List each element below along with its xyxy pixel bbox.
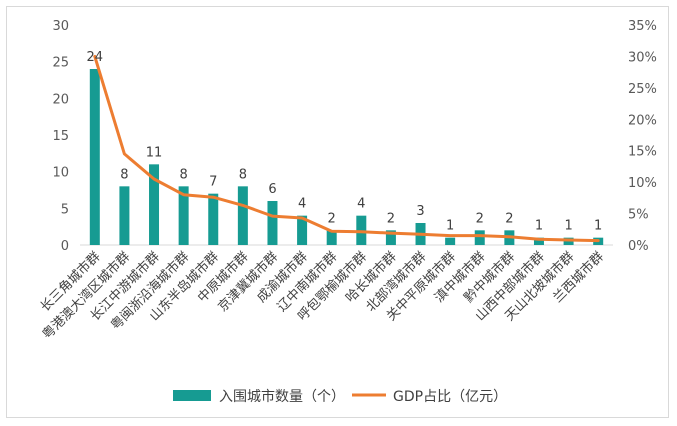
right-tick-label: 10% (628, 176, 657, 191)
left-tick-label: 10 (52, 166, 69, 181)
right-tick-label: 35% (628, 19, 657, 34)
bar (385, 230, 396, 245)
right-tick-label: 0% (628, 239, 649, 254)
left-tick-label: 0 (61, 239, 69, 254)
bar-data-label: 1 (535, 219, 543, 234)
bar-data-label: 1 (446, 219, 454, 234)
category-labels: 长三角城市群粤港澳大湾区城市群长江中游城市群粤闽浙沿海城市群山东半岛城市群中原城… (37, 249, 607, 343)
bar-series (89, 69, 604, 245)
bar (297, 215, 308, 245)
bar-data-label: 1 (594, 219, 602, 234)
left-tick-label: 15 (52, 129, 69, 144)
bar-data-label: 4 (298, 197, 306, 212)
bar (178, 186, 189, 245)
bar-data-label: 2 (505, 211, 513, 226)
legend-label-bar: 入围城市数量（个） (219, 388, 345, 405)
right-tick-label: 30% (628, 50, 657, 65)
legend: 入围城市数量（个） GDP占比（亿元） (173, 388, 507, 405)
left-tick-label: 30 (52, 19, 69, 34)
bar (119, 186, 130, 245)
bar-data-label: 2 (328, 211, 336, 226)
bar-data-label: 4 (357, 197, 365, 212)
bar (445, 237, 456, 245)
legend-swatch-bar (173, 390, 211, 401)
bar (149, 164, 160, 245)
legend-label-line: GDP占比（亿元） (393, 389, 507, 405)
chart-frame: 0 5 10 15 20 25 30 0% 5% 10% 15% 20% 25% 30% 35% 24 8 1… (6, 6, 669, 418)
bar-data-label: 2 (387, 211, 395, 226)
left-tick-label: 20 (52, 92, 69, 107)
right-tick-label: 25% (628, 82, 657, 97)
left-axis-ticks: 0 5 10 15 20 25 30 (52, 19, 69, 254)
bar-data-label: 11 (146, 145, 163, 160)
bar-data-label: 8 (179, 167, 187, 182)
bar-data-label: 3 (416, 204, 424, 219)
bar-data-label: 24 (87, 50, 104, 65)
bar-data-label: 8 (239, 167, 247, 182)
bar (326, 230, 337, 245)
line-series (93, 54, 600, 243)
left-tick-label: 25 (52, 56, 69, 71)
bar-data-label: 2 (476, 211, 484, 226)
bar (237, 186, 248, 245)
gdp-share-line (93, 54, 600, 243)
bar-data-label: 1 (564, 219, 572, 234)
bar (267, 201, 278, 245)
right-tick-label: 20% (628, 113, 657, 128)
bar-data-label: 7 (209, 175, 217, 190)
bar-data-label: 6 (268, 182, 276, 197)
left-tick-label: 5 (61, 202, 69, 217)
right-axis-ticks: 0% 5% 10% 15% 20% 25% 30% 35% (628, 19, 657, 254)
bar (89, 69, 100, 245)
right-tick-label: 5% (628, 208, 649, 223)
bar (474, 230, 485, 245)
bar (208, 193, 219, 245)
bar-data-label: 8 (120, 167, 128, 182)
bar (533, 237, 544, 245)
right-tick-label: 15% (628, 145, 657, 160)
